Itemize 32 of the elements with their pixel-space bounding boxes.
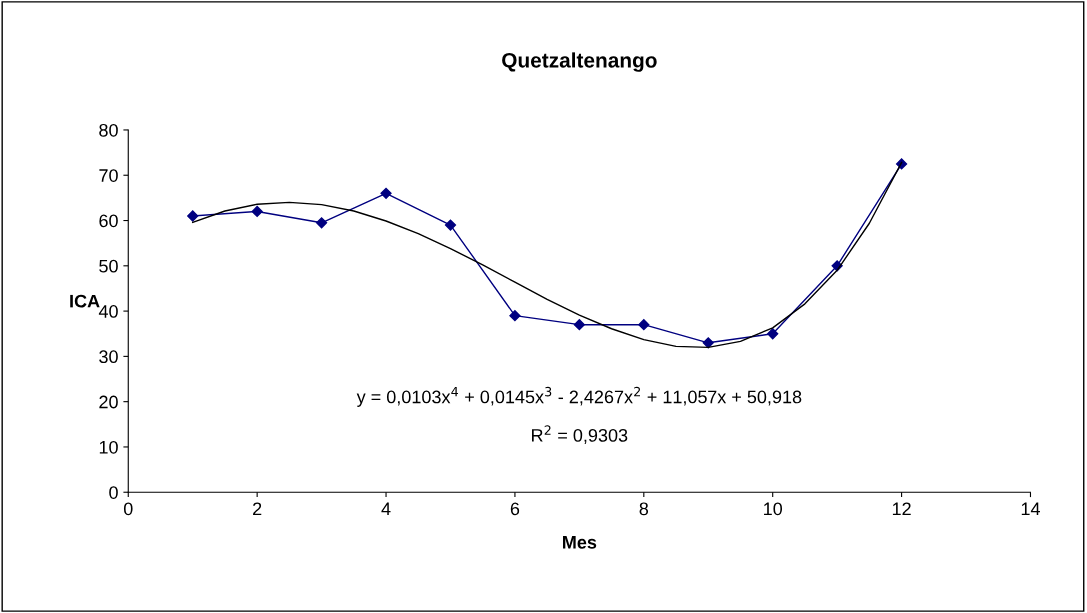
- x-tick-label: 2: [253, 502, 262, 516]
- x-tick-label: 12: [892, 502, 911, 516]
- point: [380, 187, 392, 199]
- y-tick-label: 70: [99, 169, 118, 182]
- point: [315, 217, 328, 229]
- x-axis-title: Mes: [563, 536, 597, 549]
- x-tick-label: 10: [764, 502, 783, 516]
- annotation: R$^{2}$ = 0,9303: [532, 425, 628, 444]
- x-tick-label: 14: [1021, 502, 1040, 516]
- y-tick-label: 80: [99, 123, 118, 137]
- x-tick-label: 8: [639, 502, 649, 516]
- y-tick-label: 30: [99, 350, 118, 364]
- point: [767, 328, 779, 340]
- x-tick-label: 4: [381, 502, 391, 516]
- x-tick-label: 6: [510, 502, 520, 516]
- point: [444, 219, 457, 231]
- point: [702, 337, 714, 349]
- y-tick-label: 10: [99, 440, 118, 454]
- y-tick-label: 50: [99, 259, 118, 273]
- point: [509, 310, 521, 322]
- y-axis-title: ICA: [70, 294, 100, 308]
- point: [187, 210, 199, 222]
- point: [638, 319, 650, 331]
- y-tick-label: 40: [98, 305, 118, 318]
- x-tick-label: 0: [123, 502, 133, 516]
- y-tick-label: 0: [109, 486, 118, 499]
- point: [573, 319, 585, 331]
- point: [251, 205, 263, 218]
- chart-title: Quetzaltenango: [502, 52, 657, 72]
- annotation: y = 0,0103x$^{4}$ + 0,0145x$^{3}$ - 2,4267x$^{2}$ + 11,057x + 50,918: [356, 386, 802, 407]
- y-tick-label: 60: [99, 214, 118, 228]
- y-tick-label: 20: [99, 395, 118, 409]
